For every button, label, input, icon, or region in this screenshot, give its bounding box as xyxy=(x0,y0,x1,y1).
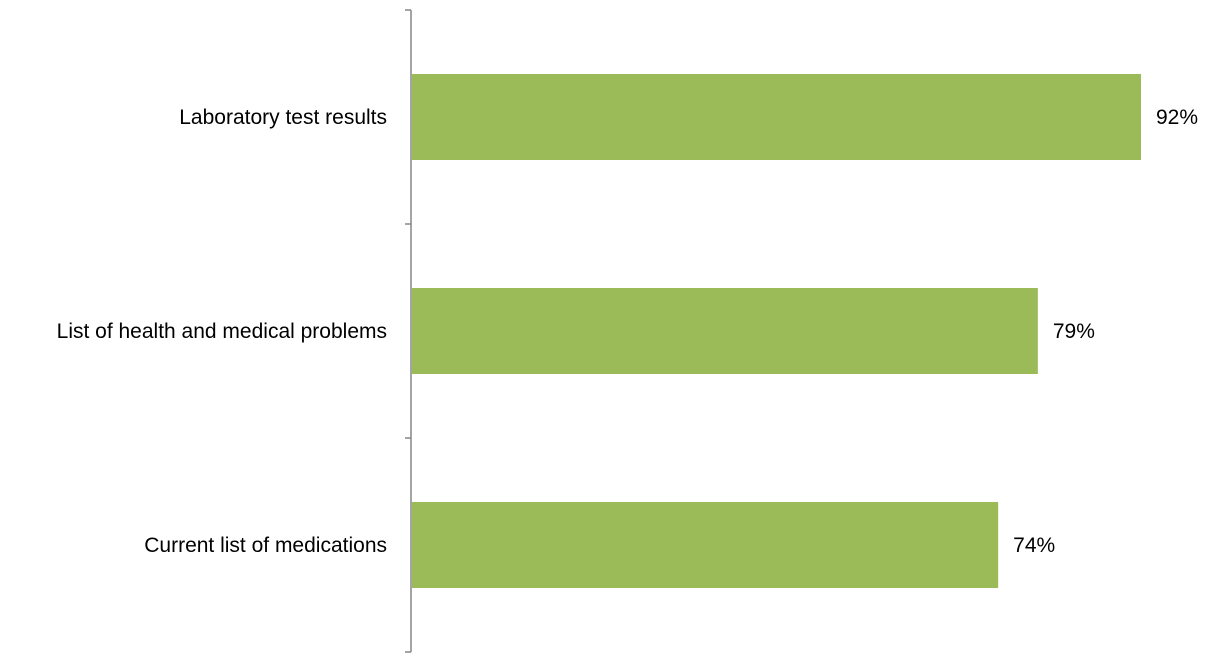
bar xyxy=(412,288,1038,374)
y-axis xyxy=(405,9,412,653)
bar xyxy=(412,74,1141,160)
bar xyxy=(412,502,999,588)
category-label: Laboratory test results xyxy=(179,106,387,129)
bars xyxy=(412,74,1141,588)
category-label: List of health and medical problems xyxy=(57,320,387,343)
data-label: 79% xyxy=(1053,320,1095,343)
category-label: Current list of medications xyxy=(144,534,387,557)
data-label: 74% xyxy=(1013,534,1055,557)
data-label: 92% xyxy=(1156,106,1198,129)
labels: Laboratory test results 92% List of health… xyxy=(57,106,1198,557)
